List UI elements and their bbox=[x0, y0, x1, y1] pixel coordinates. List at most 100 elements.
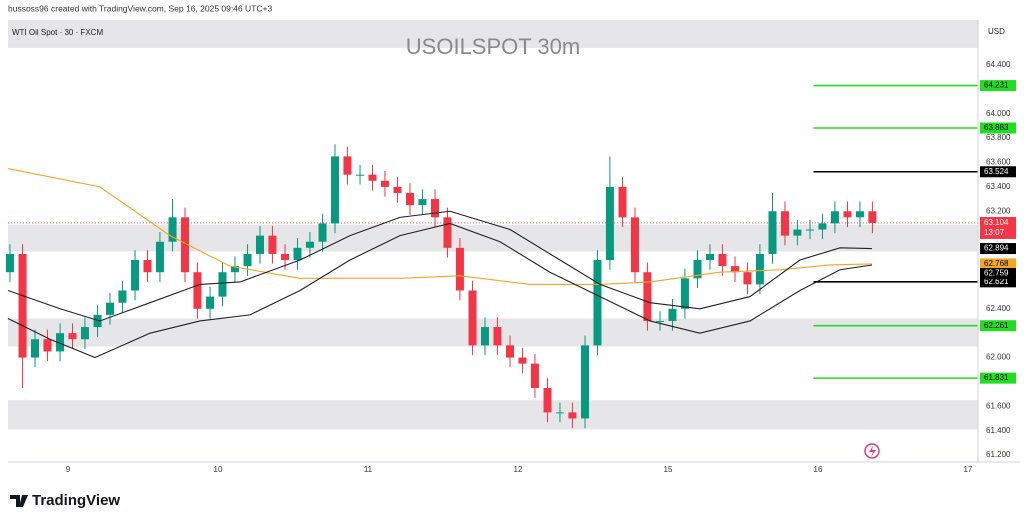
currency: USD bbox=[988, 27, 1005, 36]
candle-body bbox=[56, 333, 65, 352]
candle-body bbox=[468, 290, 477, 346]
candle-body bbox=[868, 211, 877, 223]
candle-body bbox=[630, 217, 639, 273]
chart-title: USOILSPOT 30m bbox=[406, 34, 580, 59]
price-badge bbox=[980, 258, 1016, 270]
candle-body bbox=[656, 320, 665, 322]
candle-body bbox=[43, 339, 52, 352]
candle-body bbox=[443, 217, 452, 248]
candle-body bbox=[718, 253, 727, 267]
x-tick-label: 11 bbox=[364, 465, 373, 474]
candle-body bbox=[418, 199, 427, 206]
candle-body bbox=[30, 339, 39, 358]
candle-body bbox=[318, 223, 327, 242]
price-badge-label: 63.524 bbox=[984, 167, 1009, 176]
candle-body bbox=[118, 290, 127, 303]
price-badge bbox=[980, 268, 1016, 280]
candle-body bbox=[405, 192, 414, 206]
x-tick-label: 9 bbox=[66, 465, 71, 474]
price-badge bbox=[980, 166, 1016, 178]
candle-body bbox=[843, 211, 852, 218]
logo: TradingView bbox=[10, 492, 120, 509]
credit: hussoss96 created with TradingView.com, … bbox=[8, 3, 272, 13]
alert-icon[interactable] bbox=[864, 443, 880, 459]
x-tick-label: 16 bbox=[814, 465, 823, 474]
price-badge-label: 62.621 bbox=[984, 277, 1009, 286]
y-tick-label: 63.200 bbox=[986, 206, 1011, 215]
y-tick-label: 63.600 bbox=[986, 158, 1011, 167]
candle-body bbox=[480, 327, 489, 346]
candle-body bbox=[380, 180, 389, 187]
price-badge bbox=[980, 320, 1016, 332]
candle-body bbox=[431, 199, 440, 218]
zone bbox=[8, 224, 978, 252]
price-badge-label: 64.231 bbox=[984, 81, 1009, 90]
candle-body bbox=[743, 272, 752, 285]
candle-body bbox=[755, 253, 764, 285]
candle-body bbox=[356, 174, 365, 176]
candle-body bbox=[93, 314, 102, 328]
candle-body bbox=[255, 235, 264, 254]
candle-body bbox=[268, 235, 277, 254]
candle-body bbox=[506, 345, 515, 358]
candle-body bbox=[731, 266, 740, 273]
logo-text: TradingView bbox=[32, 492, 120, 509]
y-tick-label: 61.600 bbox=[986, 401, 1011, 410]
last-price-label: 63.104 bbox=[984, 218, 1009, 227]
candle-body bbox=[643, 272, 652, 321]
candle-body bbox=[780, 211, 789, 236]
symbol: WTI Oil Spot · 30 · FXCM bbox=[12, 28, 103, 37]
candle-body bbox=[593, 260, 602, 346]
indicator-line bbox=[7, 210, 872, 322]
candle-body bbox=[243, 253, 252, 267]
candle-body bbox=[693, 260, 702, 279]
candle-body bbox=[343, 156, 352, 175]
countdown: 13:07 bbox=[984, 228, 1005, 237]
candle-body bbox=[793, 229, 802, 236]
candle-body bbox=[818, 223, 827, 230]
indicator-line bbox=[7, 222, 873, 359]
candle-body bbox=[143, 260, 152, 273]
x-tick-label: 15 bbox=[664, 465, 673, 474]
zone bbox=[8, 318, 978, 347]
zone bbox=[8, 400, 978, 430]
candle-body bbox=[568, 412, 577, 419]
y-tick-label: 62.400 bbox=[986, 304, 1011, 313]
price-badge-label: 62.261 bbox=[984, 321, 1009, 330]
candle-body bbox=[206, 296, 215, 309]
candle-body bbox=[543, 388, 552, 413]
last-price-badge bbox=[980, 216, 1016, 239]
price-badge-label: 61.831 bbox=[984, 373, 1009, 382]
candle-body bbox=[493, 327, 502, 346]
alert-icon-bolt bbox=[869, 446, 876, 457]
candle-body bbox=[555, 412, 564, 414]
candle-body bbox=[668, 308, 677, 321]
price-badge bbox=[980, 122, 1016, 134]
candle-body bbox=[330, 156, 339, 224]
candle-body bbox=[305, 241, 314, 248]
candle-body bbox=[806, 229, 815, 231]
candle-body bbox=[455, 247, 464, 291]
price-badge bbox=[980, 80, 1016, 92]
indicator-line bbox=[7, 168, 872, 285]
price-badge-label: 62.894 bbox=[984, 244, 1009, 253]
candle-body bbox=[830, 211, 839, 224]
candle-body bbox=[80, 327, 89, 340]
candle-body bbox=[393, 186, 402, 193]
price-badge-label: 63.883 bbox=[984, 123, 1009, 132]
price-badge bbox=[980, 372, 1016, 384]
x-tick-label: 17 bbox=[963, 465, 972, 474]
candle-body bbox=[605, 186, 614, 261]
candle-body bbox=[705, 253, 714, 261]
candle-body bbox=[281, 253, 290, 261]
candle-body bbox=[293, 247, 302, 261]
y-tick-label: 63.400 bbox=[986, 182, 1011, 191]
logo-mark bbox=[10, 495, 28, 507]
y-tick-label: 64.400 bbox=[986, 60, 1011, 69]
candle-body bbox=[131, 260, 140, 291]
candle-body bbox=[368, 174, 377, 181]
candle-body bbox=[168, 217, 177, 242]
candle-body bbox=[855, 211, 864, 218]
